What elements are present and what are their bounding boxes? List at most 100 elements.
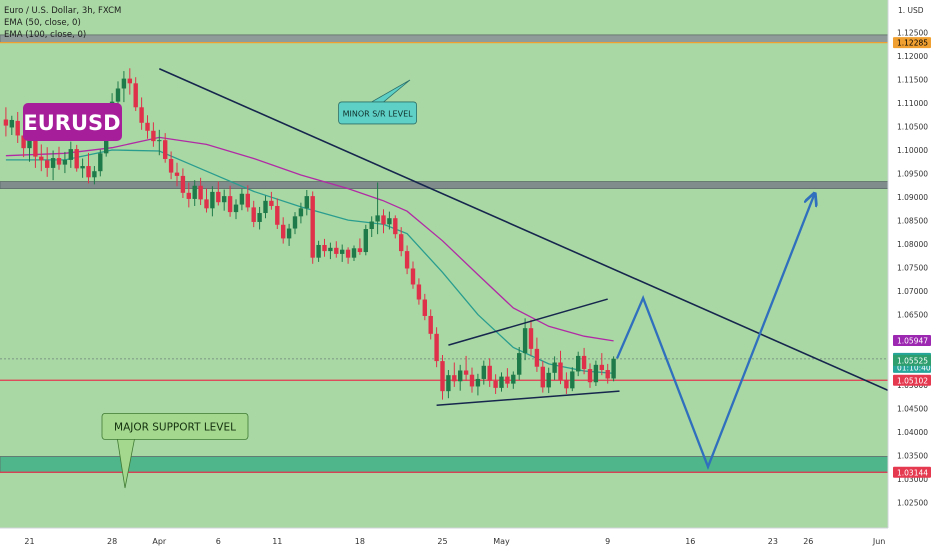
candle-body [151,130,156,142]
candle [310,191,315,264]
candle [534,337,540,372]
candle [517,346,522,380]
candle-body [222,196,227,203]
candle-body [62,159,68,165]
price-tag-label: 1.05102 [897,376,928,385]
candle-body [157,140,162,142]
price-tag-bg [893,37,931,49]
candle [558,350,563,385]
projection-path [616,195,814,470]
candle-body [121,78,127,89]
candle [80,158,85,178]
candle [281,217,286,244]
candle-body [393,218,398,235]
candle-body [139,107,144,123]
candle [570,367,575,392]
candle-body [115,88,121,102]
candle [163,133,168,163]
candle [599,353,604,376]
candle-body [68,149,73,160]
candle-body [517,353,522,375]
candle-body [316,244,321,258]
candle [345,247,351,264]
price-tag-bg [893,335,931,347]
candle [233,199,239,220]
candle-body [198,185,203,200]
candle [334,241,339,258]
candle-body [86,166,91,178]
y-tick-label: 1.04500 [897,405,928,414]
candle [505,368,510,388]
time-axis [0,528,932,550]
candle-body [275,205,280,225]
candle-body [310,196,315,258]
candle [127,68,132,95]
candle [62,151,68,174]
candle [593,360,599,386]
indicator-ema100-label: EMA (100, close, 0) [4,30,86,40]
candle-body [15,120,20,136]
candle-body [375,215,380,222]
candle-body [458,370,463,382]
candle-body [133,83,138,108]
candle [322,238,327,257]
candle [3,107,9,137]
y-tick-label: 1.07500 [897,264,928,273]
candle [151,122,156,147]
candle [546,367,551,394]
x-tick-label: 25 [437,537,447,546]
candle-body [570,371,575,389]
candle-body [263,200,268,214]
candle-body [593,364,599,383]
major-support-callout-pointer [116,436,136,489]
candle [245,185,250,212]
y-tick-label: 1.12500 [897,29,928,38]
symbol-badge-text: EURUSD [23,111,120,135]
candle-body [381,215,386,225]
candle-body [440,361,445,392]
y-tick-label: 1.10000 [897,146,928,155]
candle [587,363,593,388]
candle-body [74,149,79,169]
candle [328,242,333,260]
candle [434,327,439,368]
candle-body [145,122,150,131]
candle-body [611,358,616,379]
symbol-badge [23,103,122,141]
candle [251,200,256,228]
y-tick-label: 1.11000 [897,99,928,108]
candle-body [168,158,174,173]
candle-body [304,196,309,209]
candle-body [369,221,374,230]
candle-body [576,355,581,372]
y-tick-label: 1.12000 [897,52,928,61]
candle [286,223,292,246]
x-tick-label: 21 [24,537,34,546]
price-axis [888,0,932,528]
candle [475,373,481,396]
price-tag-bg [893,466,931,478]
candle-body [257,213,262,222]
candle-body [180,175,186,193]
candle-body [92,171,97,178]
candle-body [269,200,274,206]
candle [139,97,144,130]
zone-gray-resistance [0,34,889,43]
candle-body [475,378,481,387]
candle-body [564,379,569,389]
candle [522,318,528,361]
x-tick-label: 6 [216,537,221,546]
y-tick-label: 1.10500 [897,123,928,132]
candle-body [428,315,433,334]
candle-body [127,78,132,84]
price-tag: 1.05102 [893,374,931,386]
candle [416,278,422,305]
candle-body [522,328,528,354]
y-tick-label: 1.08500 [897,217,928,226]
candle-body [174,172,180,176]
candle-body [3,119,9,126]
price-tag-bg [893,374,931,386]
x-tick-label: Apr [152,537,167,546]
candle-body [45,160,50,168]
candle [458,364,463,391]
